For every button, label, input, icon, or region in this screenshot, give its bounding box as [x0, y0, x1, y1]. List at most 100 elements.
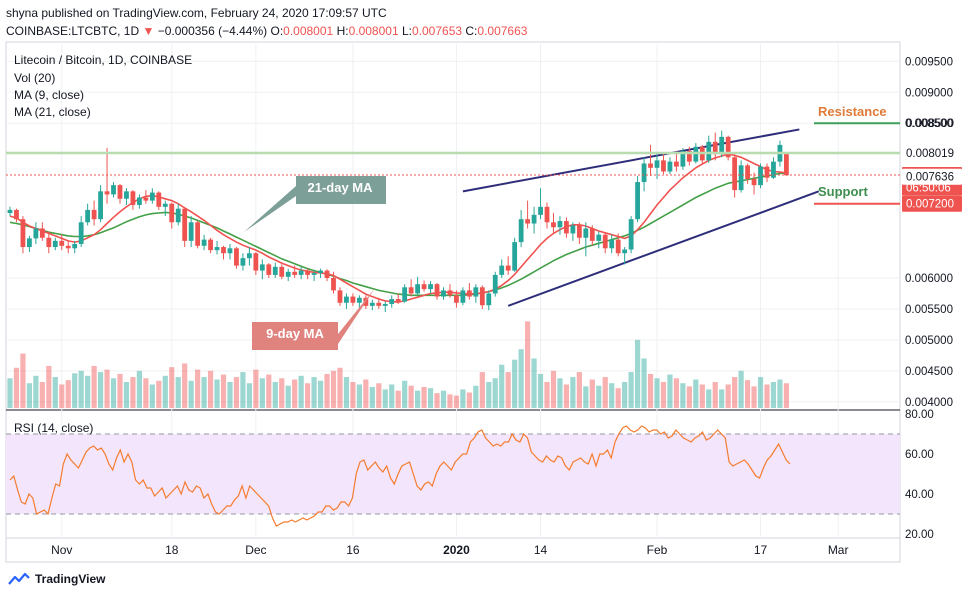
candle-body: [91, 209, 97, 220]
candle-body: [667, 161, 673, 172]
volume-bar: [117, 373, 123, 408]
candle-body: [712, 141, 718, 155]
candle-body: [473, 287, 479, 297]
volume-bar: [576, 372, 582, 408]
volume-bar: [512, 359, 518, 408]
tradingview-logo[interactable]: TradingView: [8, 572, 105, 586]
volume-bar: [466, 392, 472, 408]
candle-body: [492, 274, 498, 294]
volume-bar: [220, 374, 227, 408]
candle-body: [764, 166, 770, 178]
volume-bar: [162, 375, 168, 408]
candle-body: [331, 278, 336, 291]
candle-body: [641, 163, 647, 183]
candle-body: [311, 273, 317, 275]
high-label: H:: [336, 24, 349, 38]
volume-bar: [427, 388, 434, 408]
candle-body: [486, 293, 492, 306]
support-label: Support: [818, 184, 868, 199]
candle-body: [589, 228, 595, 241]
volume-bar: [634, 339, 641, 408]
candle-body: [531, 214, 537, 224]
candle-body: [253, 253, 259, 271]
candle-body: [674, 161, 679, 167]
volume-bar: [110, 378, 117, 408]
candle-body: [758, 166, 763, 186]
volume-bar: [518, 349, 524, 408]
volume-bar: [136, 370, 142, 408]
volume-bar: [563, 384, 570, 408]
volume-bar: [337, 367, 343, 408]
candle-body: [518, 219, 524, 243]
volume-bar: [583, 386, 589, 408]
candle-body: [447, 290, 453, 296]
candle-body: [182, 208, 188, 241]
candle-body: [285, 271, 291, 277]
volume-bar: [615, 388, 621, 408]
volume-bar: [732, 377, 738, 408]
time-tick-label: 17: [754, 543, 768, 557]
candle-body: [505, 265, 511, 271]
volume-bar: [311, 377, 317, 408]
candle-body: [441, 290, 446, 297]
volume-bar: [557, 378, 563, 408]
volume-bar: [757, 377, 764, 408]
price-tick-label: 0.009000: [905, 87, 953, 99]
volume-bar: [149, 384, 155, 408]
close-label: C:: [465, 24, 478, 38]
rsi-tick-label: 80.00: [905, 409, 934, 421]
ma21-callout-box: [244, 176, 386, 232]
volume-bar: [104, 369, 110, 408]
candle-body: [648, 163, 653, 168]
candle-body: [104, 191, 110, 195]
time-tick-label: Feb: [647, 543, 668, 557]
candle-body: [298, 270, 304, 275]
legend-title: Litecoin / Bitcoin, 1D, COINBASE: [14, 53, 192, 67]
volume-bar: [169, 367, 175, 408]
price-tag-label: 0.008500: [906, 118, 954, 130]
candle-body: [20, 219, 26, 248]
candle-body: [137, 197, 142, 205]
candle-body: [564, 221, 569, 234]
volume-bar: [440, 390, 447, 408]
volume-bar: [725, 384, 731, 408]
high-value: 0.008001: [348, 24, 399, 38]
volume-bar: [751, 386, 757, 408]
candle-body: [466, 290, 472, 297]
volume-bar: [7, 378, 13, 408]
volume-bar: [46, 365, 52, 408]
low-label: L:: [401, 24, 412, 38]
candle-body: [602, 234, 608, 249]
volume-bar: [628, 372, 634, 408]
candle-body: [725, 136, 731, 158]
volume-bar: [777, 379, 783, 408]
volume-bar: [505, 372, 511, 408]
volume-bar: [434, 393, 440, 408]
candle-body: [162, 203, 168, 207]
candle-body: [175, 208, 181, 223]
candle-body: [784, 153, 789, 176]
candle-body: [65, 245, 71, 249]
volume-bar: [744, 380, 751, 408]
candle-body: [415, 284, 421, 294]
volume-bar: [26, 383, 33, 408]
volume-bar: [72, 373, 78, 408]
candle-body: [356, 297, 362, 303]
candle-body: [376, 302, 382, 306]
candle-body: [499, 265, 505, 275]
change-value: −0.000356 (−4.44%): [157, 24, 268, 38]
candle-body: [117, 185, 123, 199]
candle-body: [738, 165, 744, 191]
volume-bar: [279, 378, 285, 408]
axes: Nov 18 Dec 16 2020 14 Feb 17 Mar 0.009500 0.009000…: [51, 56, 953, 557]
volume-bar: [356, 384, 362, 408]
volume-bar: [39, 382, 45, 408]
candle-body: [33, 228, 39, 239]
legend-vol: Vol (20): [14, 71, 55, 85]
candle-body: [389, 299, 395, 304]
ma9-callout-text: 9-day MA: [266, 326, 324, 341]
volume-bar: [65, 380, 71, 408]
volume-bar: [699, 384, 705, 408]
volume-bar: [719, 389, 725, 408]
